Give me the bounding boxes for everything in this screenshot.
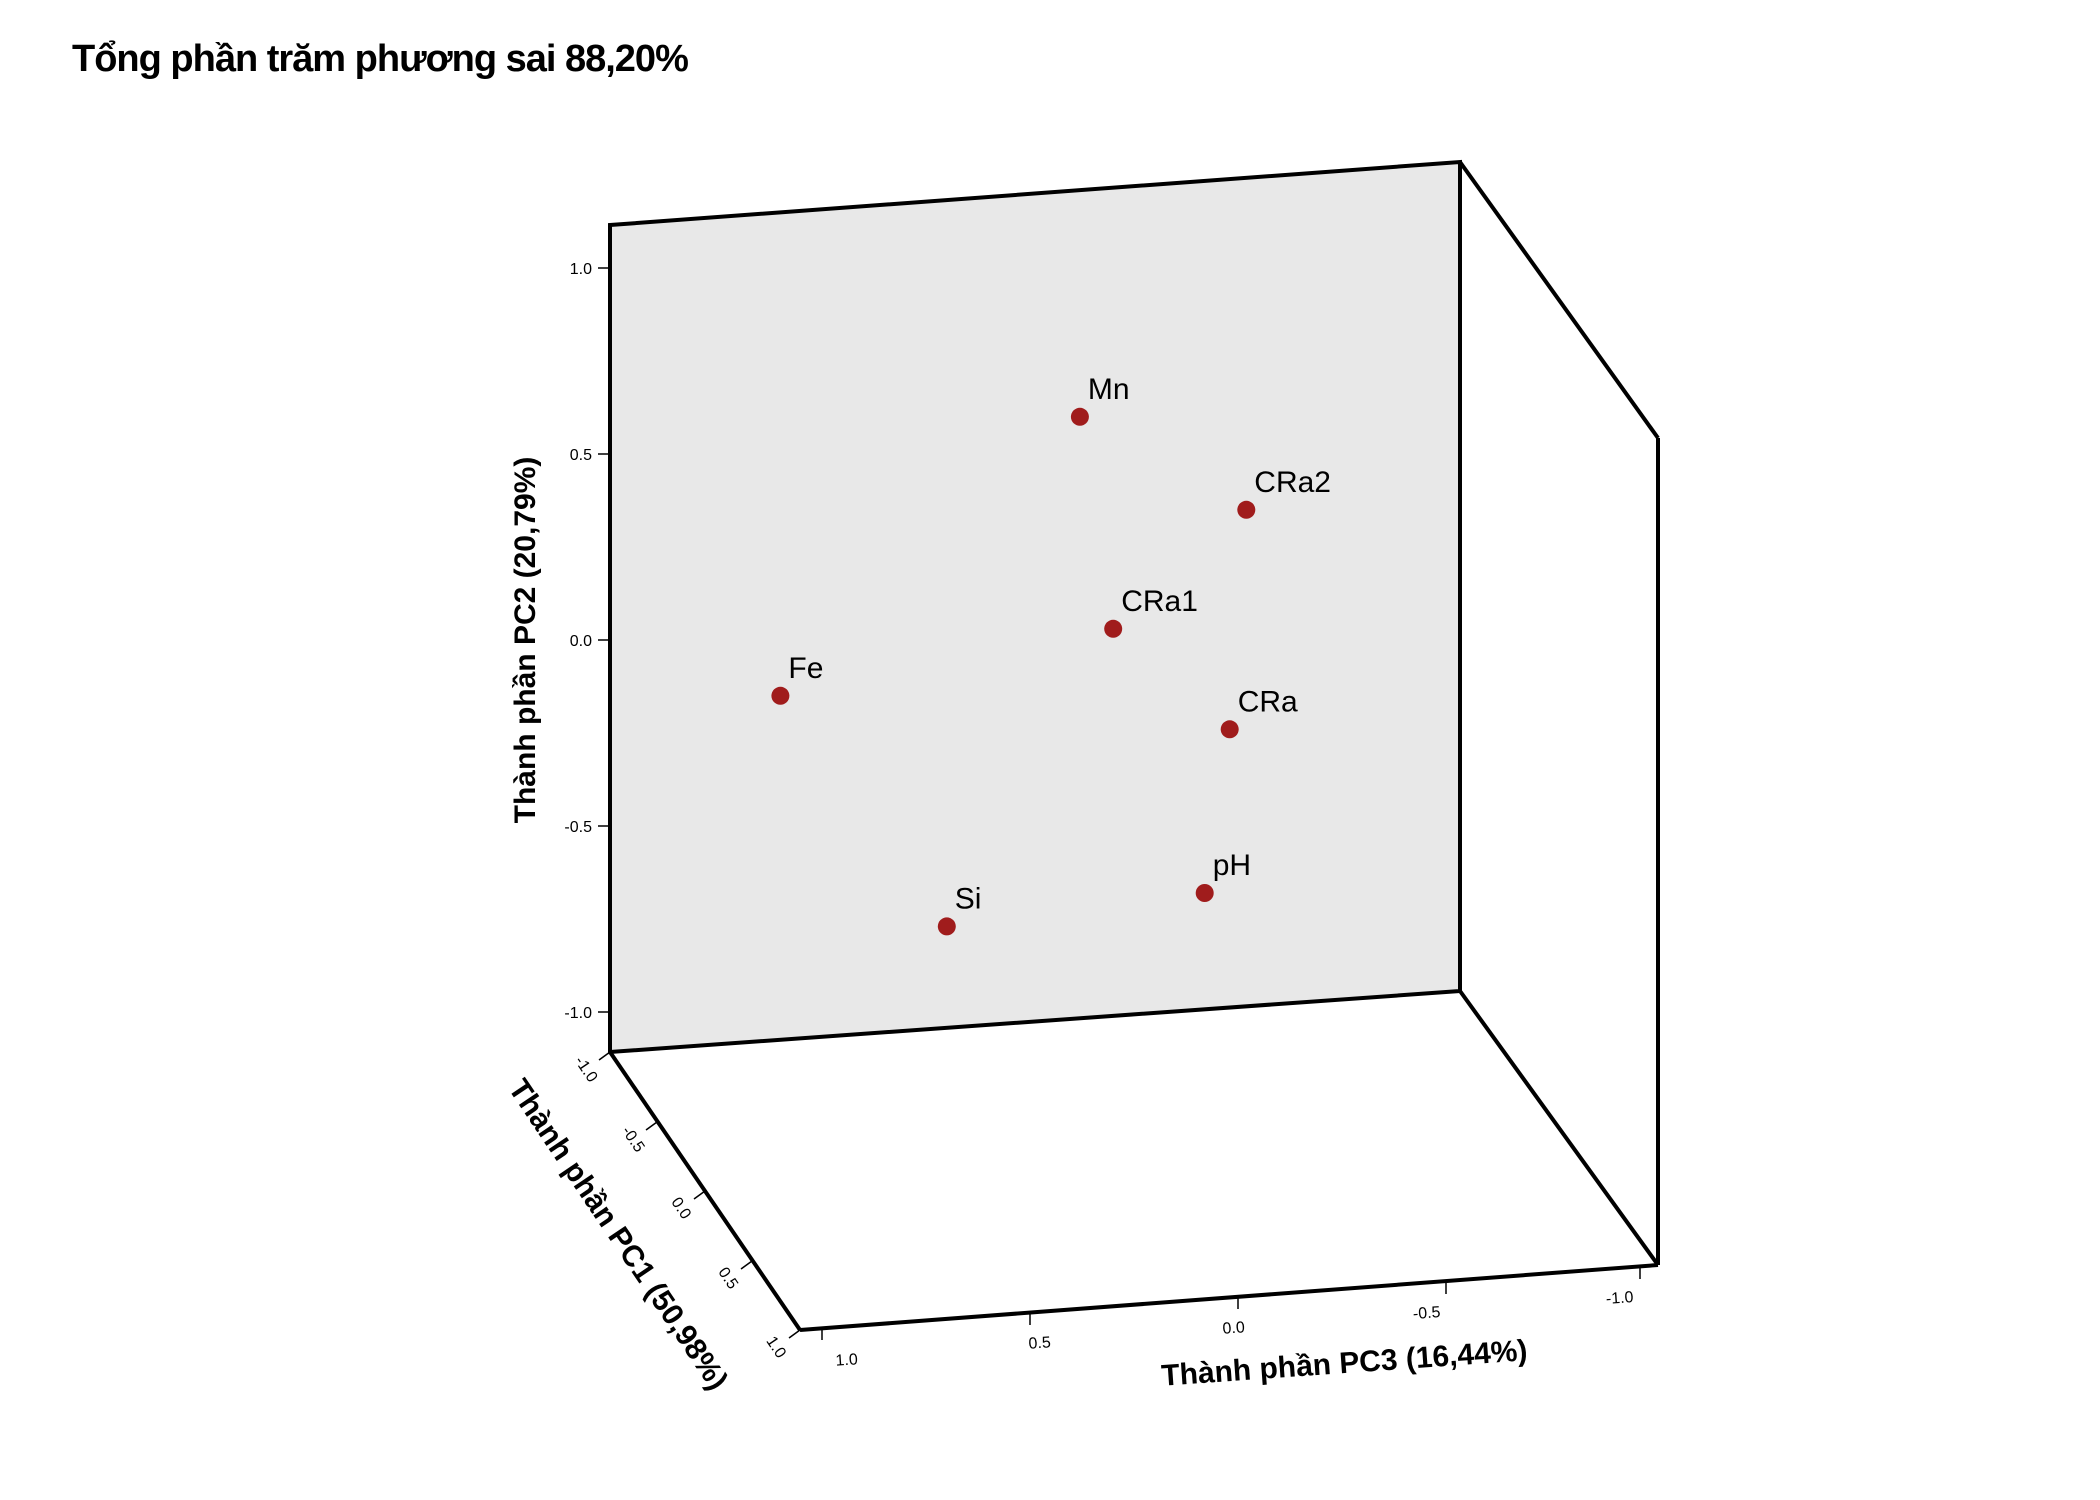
pc2-tick-label: 0.0 (570, 633, 592, 650)
pc1-tick-label: -1.0 (571, 1053, 601, 1085)
pc1-tick-label: -0.5 (618, 1123, 648, 1155)
pc3-axis-label: Thành phần PC3 (16,44%) (1160, 1334, 1528, 1393)
frame-top-right-edge (1458, 160, 1660, 440)
pc2-tick-label: 0.5 (570, 447, 592, 464)
pc1-tick-label: 0.5 (714, 1265, 741, 1293)
pc2-tick-label: -0.5 (564, 819, 592, 836)
data-point (1237, 500, 1256, 519)
back-wall (608, 159, 1462, 1055)
data-point-label: Si (955, 882, 982, 915)
data-point-label: CRa2 (1254, 466, 1331, 499)
frame-pc3-edge (799, 1263, 1659, 1332)
chart-title: Tổng phần trăm phương sai 88,20% (72, 38, 689, 80)
pc2-tick-label: 1.0 (570, 261, 592, 278)
data-points: Mn CRa2 CRa1 Fe CRa pH Si (771, 373, 1331, 936)
frame-bottom-right-edge (1458, 989, 1660, 1267)
pc1-tick-label: 1.0 (762, 1334, 789, 1362)
pc3-tick-label: -1.0 (1605, 1289, 1634, 1308)
pc1-axis: -1.0 -0.5 0.0 0.5 1.0 Thành phần PC1 (50… (502, 1051, 801, 1396)
pc3-tick-label: 0.0 (1222, 1319, 1245, 1338)
pc1-axis-label: Thành phần PC1 (50,98%) (502, 1073, 734, 1396)
data-point-label: Fe (788, 652, 823, 685)
data-point-label: CRa1 (1121, 585, 1198, 618)
data-point-label: CRa (1238, 685, 1298, 718)
data-point (937, 917, 956, 936)
data-point-label: pH (1213, 849, 1251, 882)
pc3-tick-label: 0.5 (1028, 1334, 1051, 1353)
pc2-axis-label: Thành phần PC2 (20,79%) (509, 457, 542, 824)
pc3-axis: 1.0 0.5 0.0 -0.5 -1.0 Thành phần PC3 (16… (821, 1267, 1641, 1393)
data-point-label: Mn (1088, 373, 1130, 406)
pc3-tick-label: 1.0 (835, 1351, 858, 1370)
pc3-tick-label: -0.5 (1412, 1304, 1441, 1323)
pc2-tick-label: -1.0 (564, 1005, 592, 1022)
data-point (1195, 884, 1214, 902)
data-point (771, 686, 790, 705)
data-point (1104, 619, 1123, 638)
data-point (1070, 407, 1089, 426)
pc1-tick-label: 0.0 (667, 1195, 694, 1223)
pc2-axis: 1.0 0.5 0.0 -0.5 -1.0 Thành phần PC2 (20… (509, 261, 610, 1022)
data-point (1220, 720, 1239, 739)
